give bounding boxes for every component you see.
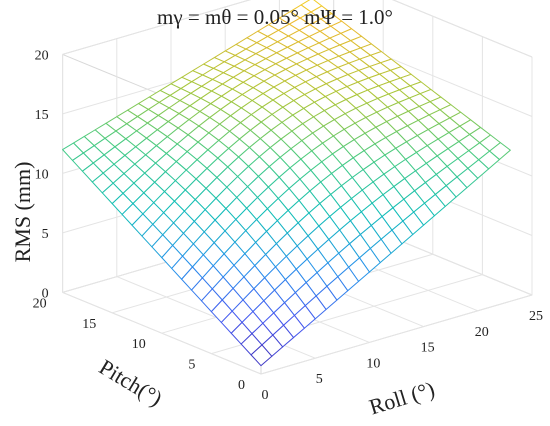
z-tick-label: 10 [35,167,49,182]
surface-mesh [62,0,511,367]
z-tick-label: 15 [35,108,49,123]
z-grid-line [62,0,533,58]
roll-tick-label: 15 [421,341,435,356]
roll-tick-label: 25 [529,309,543,324]
roll-tick-label: 20 [475,325,489,340]
roll-tick-label: 10 [366,356,380,371]
z-tick-label: 0 [42,286,49,301]
y-axis-label: Pitch(°) [95,354,167,411]
pitch-tick-label: 0 [238,378,245,393]
roll-tick-label: 5 [316,372,323,387]
x-axis-label: Roll (°) [366,376,437,419]
z-axis-label: RMS (mm) [10,162,35,263]
surface-cell [250,344,273,367]
z-tick-label: 20 [35,48,49,63]
pitch-tick-label: 20 [33,296,47,311]
z-tick-label: 5 [42,227,49,242]
chart-title: mγ = mθ = 0.05° mΨ = 1.0° [157,5,393,29]
pitch-tick-label: 15 [82,317,96,332]
roll-tick-label: 0 [262,388,269,403]
pitch-tick-label: 10 [132,337,146,352]
pitch-tick-label: 5 [188,358,195,373]
